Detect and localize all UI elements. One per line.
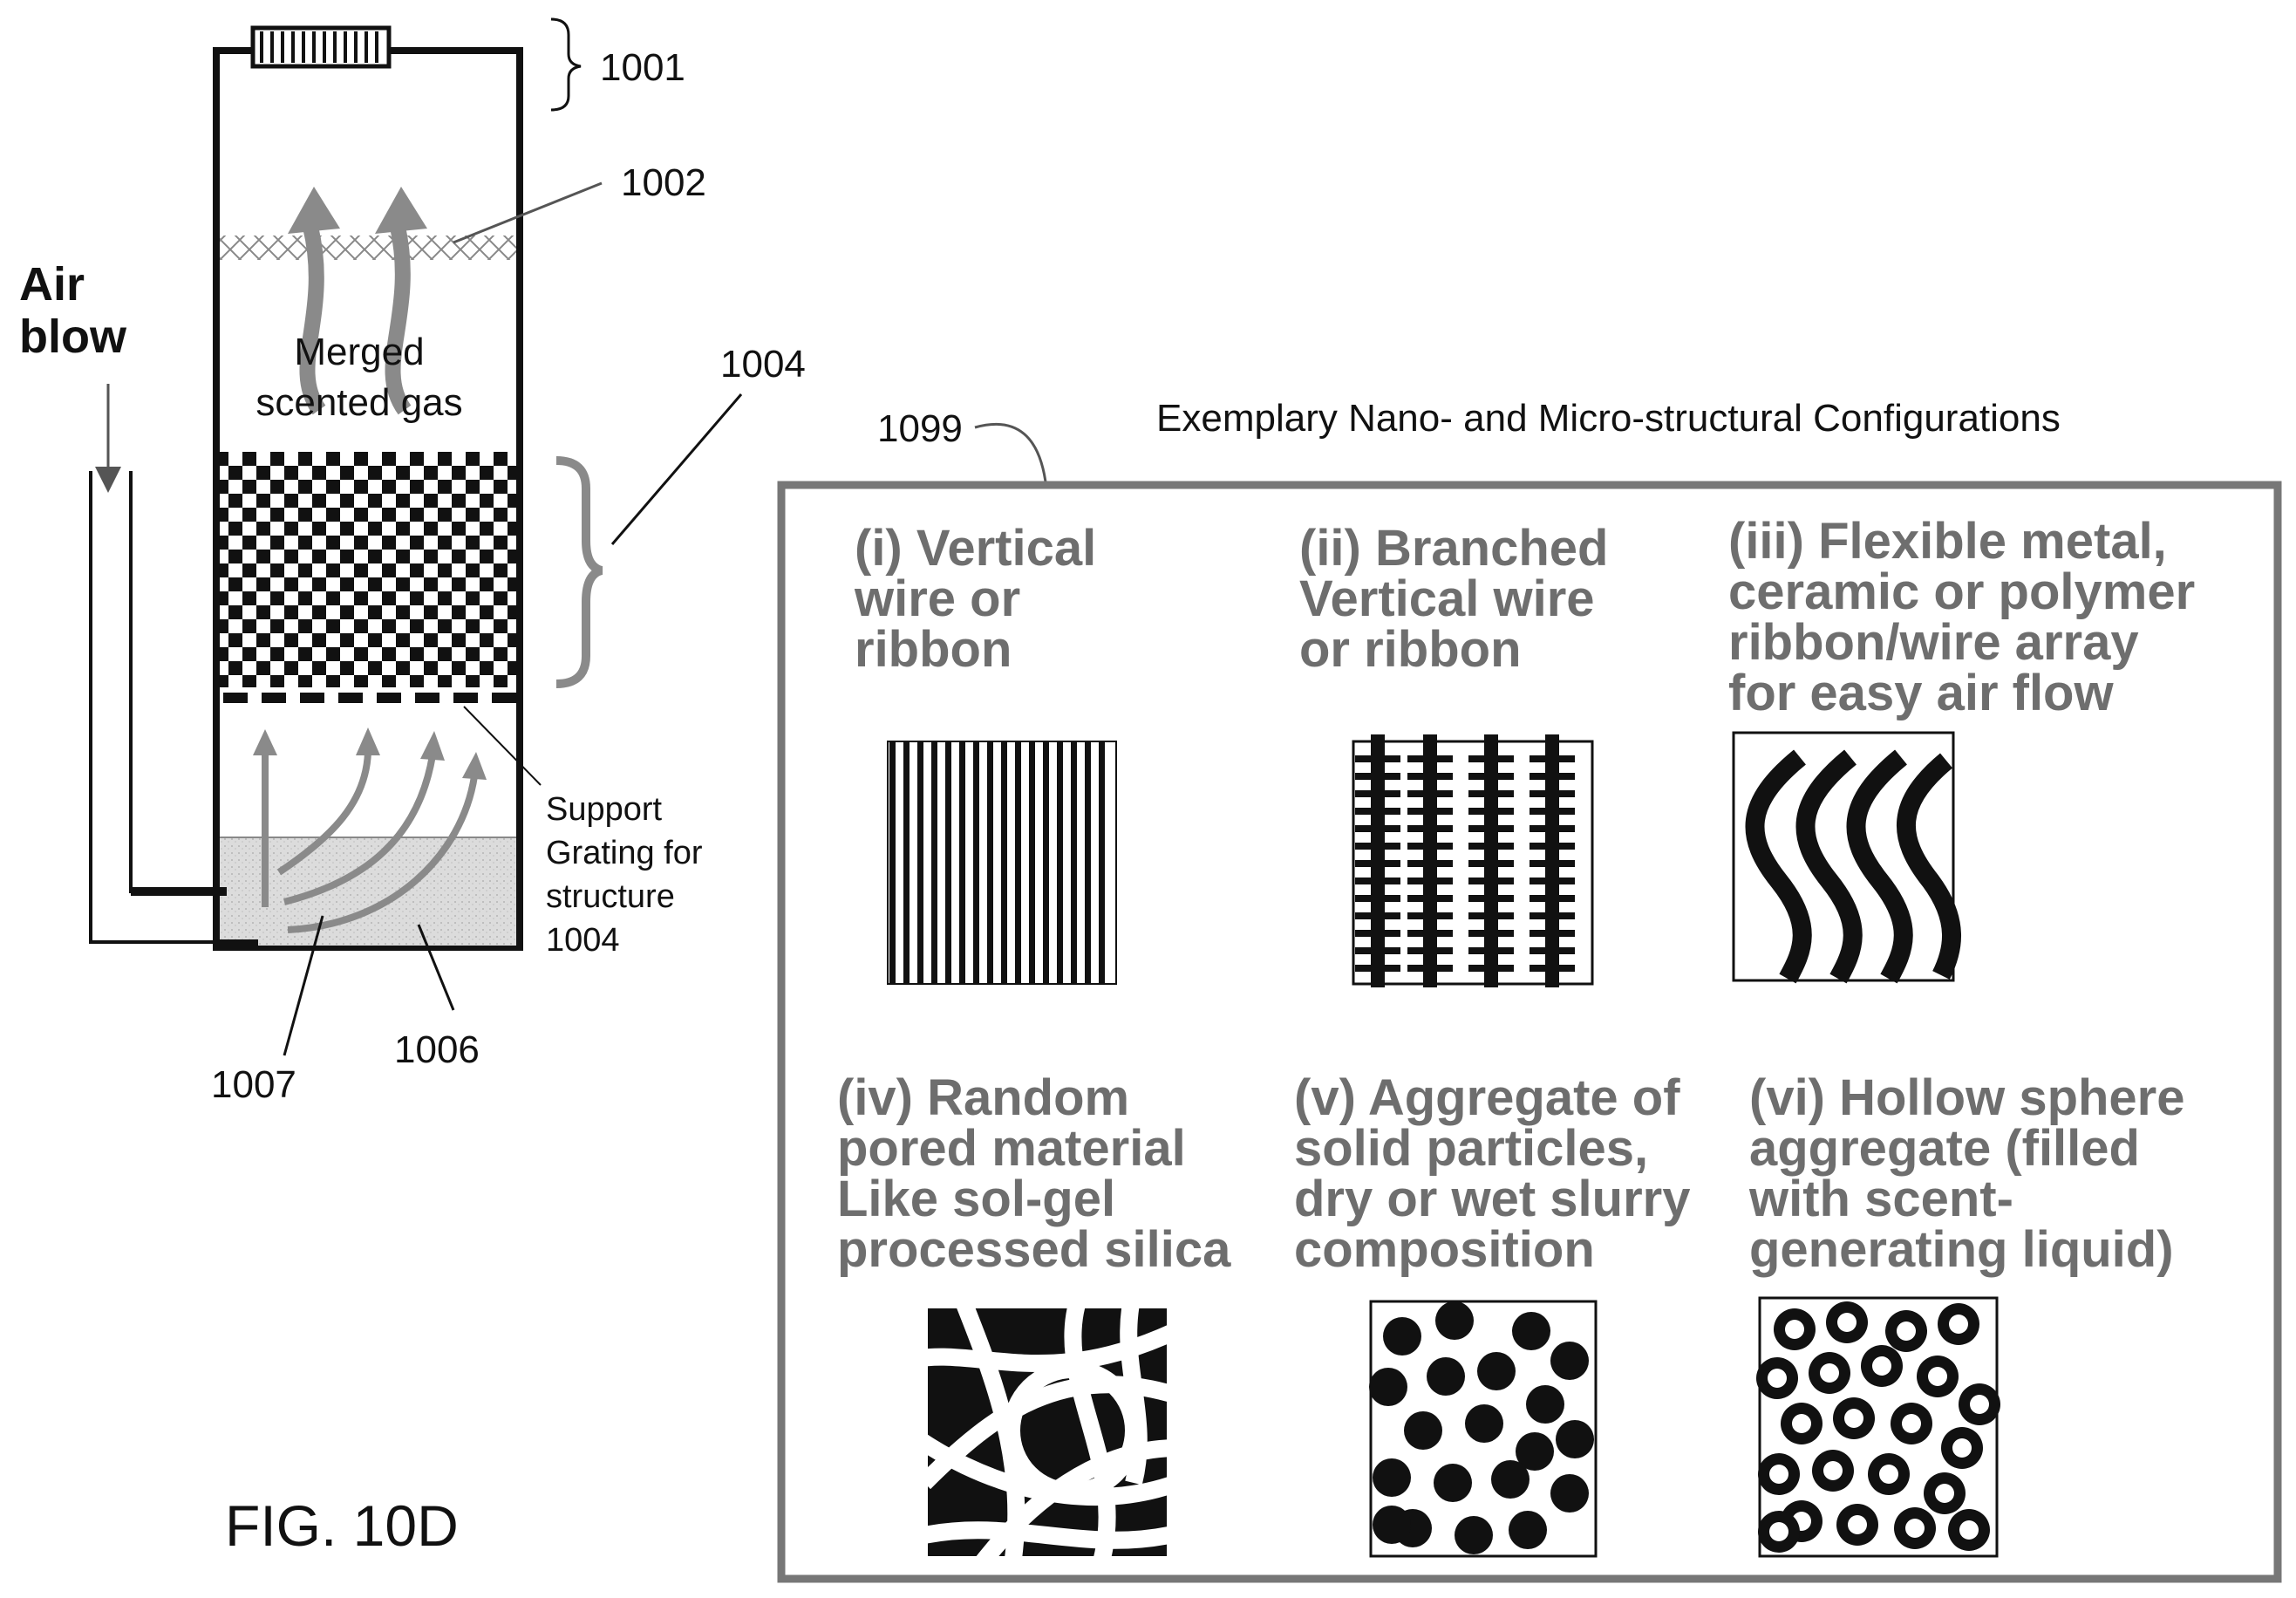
solid-particles-icon [1369, 1301, 1596, 1556]
merged-gas-line1: Merged [294, 331, 424, 373]
upward-gas-arrows [288, 187, 427, 410]
config-caption-line: (vi) Hollow sphere [1749, 1069, 2185, 1126]
config-caption-line: Like sol-gel [837, 1171, 1115, 1227]
leader-1004 [612, 394, 741, 544]
branched-wires-icon [1353, 734, 1592, 987]
random-pores-icon [907, 1291, 1186, 1570]
support-note-line3: structure [546, 878, 675, 915]
air-blow-line2: blow [19, 311, 127, 363]
config-caption-line: dry or wet slurry [1294, 1171, 1690, 1227]
config-caption-line: for easy air flow [1728, 665, 2114, 721]
config-caption-line: pored material [837, 1120, 1186, 1177]
brace-1001 [551, 19, 581, 110]
config-caption-line: with scent- [1748, 1171, 2013, 1227]
configurations-panel: Exemplary Nano- and Micro-structural Con… [781, 397, 2278, 1579]
config-caption-line: wire or [854, 570, 1020, 627]
hollow-spheres-icon [1756, 1298, 2000, 1556]
config-caption-line: or ribbon [1299, 621, 1522, 678]
leader-1002 [453, 183, 602, 242]
config-caption-line: composition [1294, 1221, 1595, 1278]
config-caption-line: generating liquid) [1749, 1221, 2174, 1278]
nano-structure-block [220, 452, 516, 687]
ref-1002: 1002 [621, 161, 706, 204]
config-caption-line: processed silica [837, 1221, 1231, 1278]
vertical-wires-icon [888, 741, 1116, 984]
config-caption-line: (v) Aggregate of [1294, 1069, 1680, 1126]
support-grating [223, 693, 516, 703]
ref-1004: 1004 [720, 343, 806, 386]
config-caption-line: ribbon/wire array [1728, 614, 2139, 671]
support-note-line2: Grating for [546, 835, 703, 871]
config-caption-line: (i) Vertical [855, 520, 1096, 577]
support-note-line4: 1004 [546, 922, 620, 959]
ref-1099: 1099 [877, 407, 963, 450]
scent-device: 1001 1002 Merged scented gas 1004 Suppor… [19, 19, 806, 1558]
merged-gas-line2: scented gas [255, 381, 462, 424]
mesh-layer [220, 236, 516, 260]
figure-label: FIG. 10D [225, 1493, 459, 1558]
ref-1006: 1006 [394, 1028, 480, 1071]
config-caption-line: (ii) Branched [1299, 520, 1609, 577]
config-caption-line: ribbon [855, 621, 1012, 678]
config-caption-line: ceramic or polymer [1728, 563, 2195, 620]
top-filter-cap [253, 28, 389, 66]
config-caption-line: aggregate (filled [1749, 1120, 2140, 1177]
ref-1001: 1001 [600, 46, 685, 89]
panel-title: Exemplary Nano- and Micro-structural Con… [1156, 397, 2061, 440]
wavy-ribbons-icon [1734, 733, 1953, 980]
config-caption-line: (iv) Random [837, 1069, 1129, 1126]
support-note-line1: Support [546, 791, 663, 828]
leader-1099 [975, 424, 1046, 488]
config-caption-line: (iii) Flexible metal, [1728, 513, 2167, 570]
ref-1007: 1007 [211, 1063, 296, 1106]
air-blow-line1: Air [19, 258, 85, 311]
config-caption-line: Vertical wire [1299, 570, 1595, 627]
brace-1004 [556, 461, 602, 684]
config-caption-line: solid particles, [1294, 1120, 1648, 1177]
